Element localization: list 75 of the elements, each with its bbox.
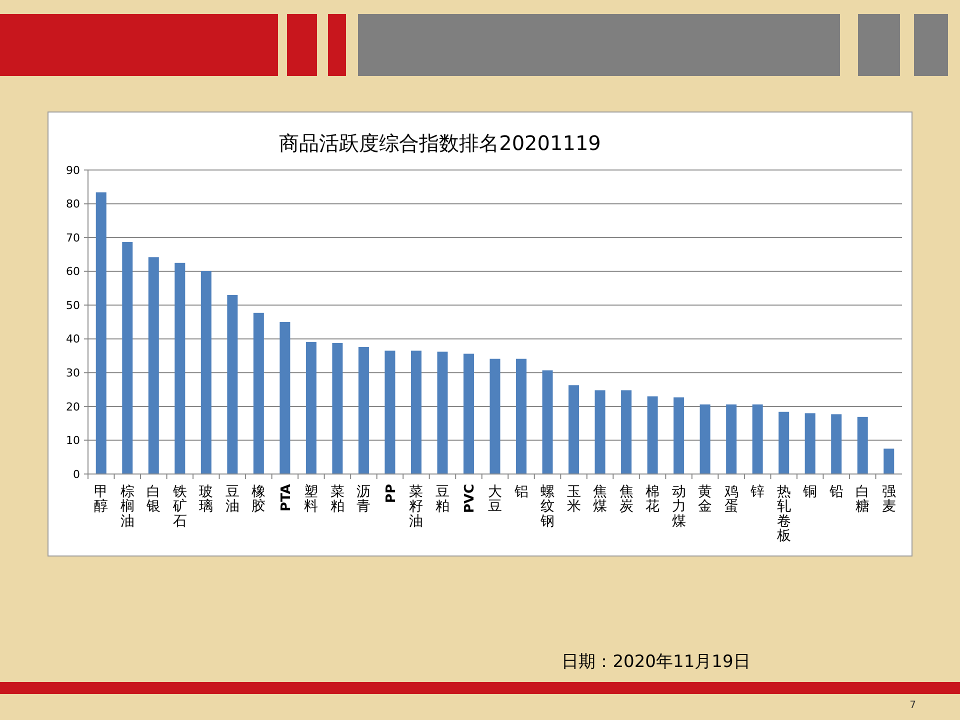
x-tick-label: PP: [384, 484, 399, 504]
y-tick-label: 70: [66, 231, 80, 244]
bar: [674, 397, 684, 474]
bar: [96, 192, 106, 474]
y-tick-label: 20: [66, 400, 80, 414]
bar: [857, 416, 868, 474]
x-tick-label: 铅: [828, 484, 844, 500]
x-tick-label: 铁矿石: [172, 484, 187, 530]
bar: [306, 342, 316, 474]
bar: [358, 346, 369, 474]
bar: [700, 404, 710, 474]
x-tick-label: 焦煤: [593, 484, 608, 515]
text: 7: [910, 700, 916, 711]
x-tick-label: 甲醇: [94, 484, 108, 515]
x-tick-label: 鸡蛋: [723, 484, 738, 515]
x-tick-label: 铝: [513, 484, 528, 500]
x-tick-label: PVC: [462, 484, 478, 514]
x-tick-label: 玉米: [566, 484, 581, 515]
x-tick-label: 豆粕: [435, 484, 450, 515]
bar: [542, 370, 553, 474]
x-tick-label: 锌: [750, 484, 765, 500]
x-tick-label: 强麦: [882, 484, 896, 515]
y-tick-label: 30: [66, 366, 80, 380]
bar: [778, 412, 790, 474]
bar: [227, 294, 238, 474]
x-tick-label: 螺纹钢: [540, 484, 555, 530]
bar: [280, 322, 290, 474]
text: 日期：2020年11月19日: [562, 652, 750, 672]
y-tick-label: 50: [66, 298, 80, 312]
bar: [752, 404, 763, 474]
bar: [804, 413, 816, 474]
x-tick-label: 沥青: [356, 484, 371, 515]
bar: [726, 404, 737, 474]
x-tick-label: 玻璃: [199, 484, 214, 515]
x-tick-label: 塑料: [304, 484, 318, 515]
y-tick-label: 80: [66, 198, 80, 211]
x-tick-label: 菜粕: [330, 484, 344, 515]
x-tick-label: 黄金: [698, 484, 712, 515]
bar: [174, 262, 186, 474]
y-tick-label: 60: [66, 265, 80, 278]
x-tick-label: 菜籽油: [409, 484, 424, 530]
bar: [884, 448, 894, 474]
bar: [122, 242, 133, 474]
bar: [410, 350, 422, 474]
bar: [647, 396, 658, 474]
x-tick-label: 热轧卷板: [776, 484, 791, 544]
x-tick-label: 橡胶: [252, 484, 266, 515]
x-tick-label: 白银: [146, 484, 161, 515]
bar: [437, 352, 448, 474]
x-tick-label: 大豆: [488, 484, 502, 515]
x-tick-label: PTA: [278, 484, 294, 512]
y-tick-label: 40: [66, 332, 80, 346]
bar: [490, 358, 500, 474]
y-tick-label: 0: [73, 468, 80, 481]
x-tick-label: 棉花: [646, 484, 660, 515]
x-tick-label: 焦炭: [619, 484, 634, 515]
y-tick-label: 90: [66, 164, 80, 177]
bar: [200, 270, 212, 474]
bar: [594, 390, 606, 474]
chart-title: 商品活跃度综合指数排名20201119: [279, 131, 601, 155]
bar: [516, 358, 527, 474]
x-tick-label: 动力煤: [672, 484, 686, 530]
x-tick-label: 铜: [802, 484, 818, 500]
bar: [463, 354, 474, 474]
bar: [148, 257, 159, 474]
x-tick-label: 白糖: [856, 484, 870, 515]
x-tick-label: 豆油: [225, 484, 240, 515]
y-tick-label: 10: [66, 434, 80, 448]
bar: [384, 350, 396, 474]
bar: [831, 414, 842, 474]
bar: [621, 390, 632, 474]
bar: [568, 385, 580, 474]
x-tick-label: 棕榈油: [120, 484, 134, 530]
bar: [253, 312, 264, 474]
bar: [332, 342, 343, 474]
